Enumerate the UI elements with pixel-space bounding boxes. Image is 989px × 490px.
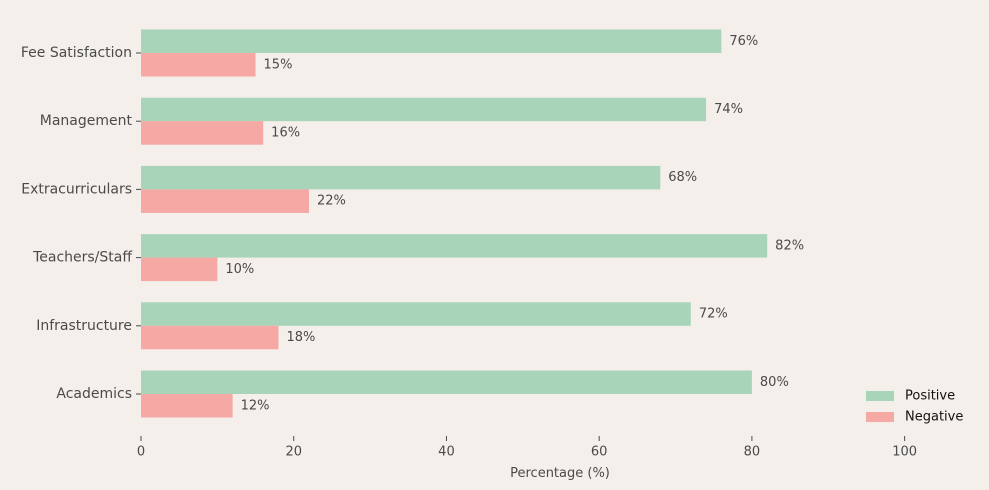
legend-label-positive: Positive xyxy=(905,389,955,404)
positive-bar-extracurriculars xyxy=(141,165,661,190)
category-label-teachers-staff: Teachers/Staff xyxy=(32,250,132,266)
positive-bar-academics xyxy=(141,370,752,394)
category-label-fee-satisfaction: Fee Satisfaction xyxy=(21,45,132,61)
bars-layer: 76% 15% 74% 16% 68% 22% 82% 10% 72% 18% 80% 12% xyxy=(141,29,804,418)
negative-value-label-infrastructure: 18% xyxy=(286,330,315,345)
positive-value-label-teachers-staff: 82% xyxy=(775,238,804,253)
positive-bar-infrastructure xyxy=(141,302,691,326)
positive-value-label-infrastructure: 72% xyxy=(699,307,728,322)
negative-bar-fee-satisfaction xyxy=(141,53,256,77)
negative-value-label-management: 16% xyxy=(271,125,300,140)
positive-value-label-fee-satisfaction: 76% xyxy=(729,34,758,49)
negative-bar-academics xyxy=(141,394,233,418)
legend-swatch-positive xyxy=(866,391,894,401)
negative-bar-infrastructure xyxy=(141,325,279,350)
x-tick-label: 80 xyxy=(744,445,761,460)
positive-value-label-management: 74% xyxy=(714,102,743,117)
x-tick-label: 0 xyxy=(137,445,145,460)
positive-bar-teachers-staff xyxy=(141,234,768,258)
negative-bar-teachers-staff xyxy=(141,257,218,282)
positive-bar-fee-satisfaction xyxy=(141,29,722,53)
x-axis-title: Percentage (%) xyxy=(510,466,610,481)
x-tick-label: 100 xyxy=(892,445,917,460)
negative-value-label-fee-satisfaction: 15% xyxy=(264,57,293,72)
negative-value-label-extracurriculars: 22% xyxy=(317,194,346,209)
positive-value-label-extracurriculars: 68% xyxy=(668,170,697,185)
legend: Positive Negative xyxy=(866,389,963,425)
x-tick-label: 60 xyxy=(591,445,608,460)
category-label-infrastructure: Infrastructure xyxy=(36,318,132,334)
x-tick-label: 20 xyxy=(285,445,302,460)
category-label-extracurriculars: Extracurriculars xyxy=(21,181,132,197)
legend-swatch-negative xyxy=(866,412,894,422)
positive-bar-management xyxy=(141,97,707,122)
x-axis: 0 20 40 60 80 100 xyxy=(137,436,917,460)
negative-bar-management xyxy=(141,121,264,145)
category-label-academics: Academics xyxy=(56,386,132,402)
x-tick-label: 40 xyxy=(438,445,455,460)
negative-value-label-teachers-staff: 10% xyxy=(225,262,254,277)
positive-value-label-academics: 80% xyxy=(760,375,789,390)
legend-label-negative: Negative xyxy=(905,410,963,425)
category-label-management: Management xyxy=(40,113,133,129)
negative-value-label-academics: 12% xyxy=(241,398,270,413)
y-axis: Fee Satisfaction Management Extracurricula… xyxy=(21,45,141,402)
negative-bar-extracurriculars xyxy=(141,189,309,213)
